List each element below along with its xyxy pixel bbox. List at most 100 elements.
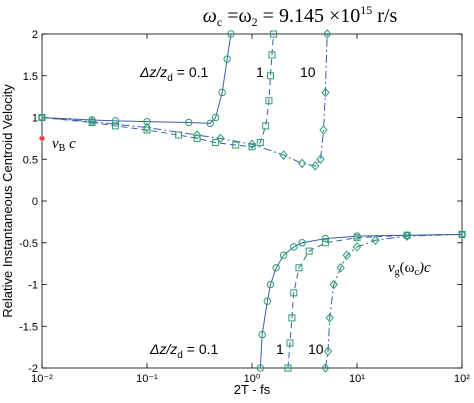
marker [256,139,264,147]
marker [325,313,334,323]
marker [323,29,332,39]
chart-title: ωc =ω2 = 9.145 ×1015 r/s [203,3,398,29]
marker [269,30,277,38]
marker [305,247,313,255]
marker [288,314,296,322]
marker [321,234,330,243]
marker [143,126,151,134]
marker [321,239,329,247]
annotation: 1 [256,64,264,80]
x-tick-label: 10¹ [349,373,365,385]
marker [142,122,152,133]
y-tick-label: -1 [28,280,38,292]
title-part: 2 [252,15,258,29]
marker [342,250,351,261]
series-line [41,33,274,148]
series-line [259,233,463,369]
marker [297,158,307,169]
y-tick-label: 1.5 [23,71,38,83]
marker [256,364,265,372]
marker [295,264,303,272]
marker [175,131,183,139]
annotation: vg(ωc)c [388,260,431,278]
marker [192,130,202,140]
marker [218,88,226,97]
series-line [324,233,463,369]
annotation-part: c [415,267,420,278]
marker [37,112,47,123]
plot-frame [41,33,463,369]
annotation-part: (ω [400,260,415,276]
y-tick-label: 2 [32,29,38,41]
title-part: = 9.145 ×10 [258,5,361,27]
marker [265,97,273,105]
marker [272,264,280,272]
annotation-part: )c [418,260,431,276]
annotation-part: c [65,136,76,152]
marker [232,141,240,149]
annotation: 10 [308,341,324,357]
y-axis-label: Relative Instantaneous Centroid Velocity [0,84,15,318]
title-part: 15 [360,3,372,17]
marker [321,363,330,373]
marker [262,122,270,130]
marker [279,150,288,160]
annotation-part: d [167,73,173,84]
marker [284,364,292,372]
marker [319,125,328,135]
annotation-part: B [59,143,66,154]
y-tick-label: -0.5 [19,238,38,250]
annotation-part: = 0.1 [173,64,209,80]
marker [371,235,380,246]
annotation-part: v [52,136,59,152]
y-tick-label: -1.5 [19,321,38,333]
marker [336,263,345,273]
x-axis-label: 2T - fs [234,382,271,397]
x-tick-label: 10⁻¹ [136,373,158,385]
annotation-part: d [177,350,183,361]
title-part: r/s [372,5,397,27]
marker [457,229,467,240]
annotation: 1 [276,341,284,357]
marker [206,119,214,128]
annotation-part: Δz/z [149,341,177,357]
marker [111,122,119,130]
marker [87,116,97,127]
x-tick-label: 10⁻² [31,373,53,385]
marker [290,289,298,297]
marker [266,280,275,289]
series-line [41,33,328,167]
marker [227,30,235,38]
series-line [41,33,232,124]
marker [352,242,362,252]
marker [323,346,333,357]
y-tick-label: 0 [32,196,38,208]
annotation: Δz/zd = 0.1 [139,64,208,84]
y-tick-label: -2 [28,363,38,375]
marker [216,133,225,144]
annotation-part: = 0.1 [183,341,219,357]
marker [211,113,220,122]
marker [263,297,272,305]
marker [279,251,288,259]
annotation-part: Δz/z [139,64,167,80]
marker [286,339,294,347]
series-line [287,233,463,369]
marker [258,330,266,339]
marker [329,279,338,290]
title-part: =ω [222,5,251,27]
marker [247,139,257,149]
title-part: c [217,15,222,29]
annotation: vB c [52,136,76,154]
title-part: ω [203,5,217,27]
marker [298,239,306,247]
annotation-part: v [388,260,395,276]
annotation-part: g [395,267,400,278]
marker [111,117,120,125]
marker [316,154,325,165]
annotation: 10 [300,64,316,80]
marker [223,55,231,63]
marker [268,51,276,59]
